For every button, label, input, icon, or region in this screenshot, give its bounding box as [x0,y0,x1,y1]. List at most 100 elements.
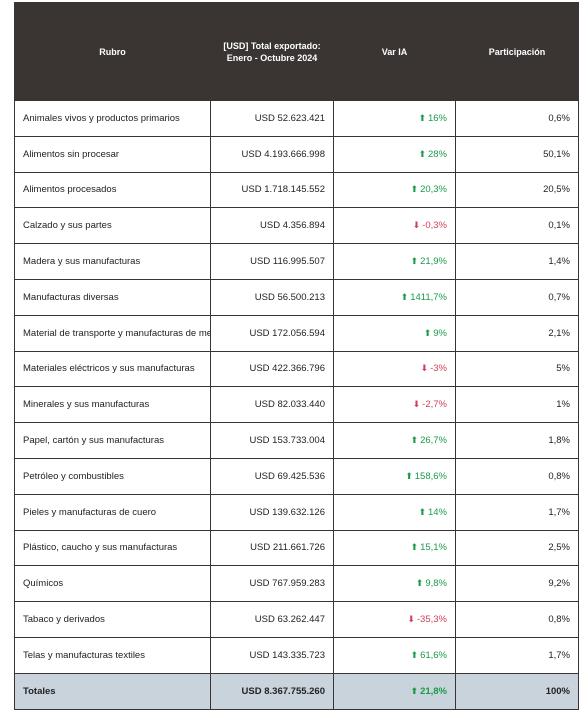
category-cell: Petróleo y combustibles [14,457,211,495]
export-cell: USD 52.623.421 [210,100,334,137]
cell-text: 9,2% [548,578,570,590]
category-cell: Manufacturas diversas [14,278,211,316]
table-row: Plástico, caucho y sus manufacturas USD 2… [14,529,579,567]
cell-text: 16% [427,112,447,124]
cell-text: 1,4% [548,256,570,268]
cell-text: Material de transporte y manufacturas de… [23,327,211,339]
variation-cell: ⬆ 28% [333,135,456,173]
arrow-up-icon: ⬆ [410,435,419,446]
cell-text: 158,6% [414,470,447,482]
cell-text: Químicos [23,578,64,590]
share-cell: 2,1% [455,314,579,352]
cell-text: Petróleo y combustibles [23,470,124,482]
category-cell: Materiales eléctricos y sus manufacturas [14,350,211,388]
export-cell: USD 116.995.507 [210,243,334,280]
export-cell: USD 422.366.796 [210,350,334,388]
cell-text: 61,6% [420,649,447,661]
total-row: Totales USD 8.367.755.260 ⬆ 21,8% 100% [14,672,579,710]
share-cell: 1,7% [455,636,579,674]
header-text: Enero - Octubre 2024 [226,52,318,63]
cell-text: USD 1.718.145.552 [241,184,325,196]
share-cell: 2,5% [455,529,579,567]
share-cell: 1,8% [455,422,579,459]
table-row: Material de transporte y manufacturas de… [14,314,579,352]
share-cell: 0,6% [455,100,579,137]
cell-text: 5% [556,363,570,375]
header-text: [USD] Total exportado: [223,40,321,51]
table-row: Telas y manufacturas textiles USD 143.335… [14,636,579,674]
header-cell: Rubro [14,2,211,101]
cell-text: USD 767.959.283 [249,578,325,590]
cell-text: 0,6% [548,112,570,124]
variation-cell: ⬆ 15,1% [333,529,456,567]
export-cell: USD 8.367.755.260 [210,672,334,710]
cell-text: Animales vivos y productos primarios [23,112,180,124]
cell-text: Pieles y manufacturas de cuero [23,506,157,518]
export-cell: USD 767.959.283 [210,565,334,603]
arrow-up-icon: ⬆ [400,291,409,302]
cell-text: 0,8% [548,470,570,482]
cell-text: USD 153.733.004 [249,435,325,447]
arrow-up-icon: ⬆ [410,184,419,195]
category-cell: Material de transporte y manufacturas de… [14,314,211,352]
cell-text: 1,8% [548,435,570,447]
cell-text: 26,7% [420,435,447,447]
table-row: Químicos USD 767.959.283 ⬆ 9,8% 9,2% [14,565,579,603]
cell-text: USD 4.193.666.998 [241,148,325,160]
cell-text: USD 8.367.755.260 [241,685,325,697]
export-cell: USD 153.733.004 [210,422,334,459]
cell-text: Papel, cartón y sus manufacturas [23,435,164,447]
cell-text: 2,5% [548,542,570,554]
cell-text: 20,3% [420,184,447,196]
share-cell: 1,4% [455,243,579,280]
header-cell: Var IA [333,2,456,101]
table-row: Pieles y manufacturas de cuero USD 139.63… [14,493,579,531]
category-cell: Papel, cartón y sus manufacturas [14,422,211,459]
cell-text: 0,8% [548,614,570,626]
cell-text: 9,8% [425,578,447,590]
variation-cell: ⬆ 1411,7% [333,278,456,316]
category-cell: Minerales y sus manufacturas [14,386,211,424]
export-cell: USD 143.335.723 [210,636,334,674]
cell-text: USD 116.995.507 [250,256,325,268]
cell-text: 15,1% [420,542,447,554]
share-cell: 9,2% [455,565,579,603]
category-cell: Alimentos sin procesar [14,135,211,173]
table-row: Materiales eléctricos y sus manufacturas… [14,350,579,388]
header-cell: Participación [455,2,579,101]
export-cell: USD 172.056.594 [210,314,334,352]
category-cell: Calzado y sus partes [14,207,211,245]
header-cell: [USD] Total exportado: Enero - Octubre 20… [210,2,334,101]
cell-text: USD 172.056.594 [249,327,325,339]
variation-cell: ⬆ 21,8% [333,672,456,710]
export-cell: USD 4.356.894 [210,207,334,245]
arrow-up-icon: ⬆ [418,506,426,517]
cell-text: Alimentos sin procesar [23,148,120,160]
table-row: Madera y sus manufacturas USD 116.995.507… [14,243,579,280]
cell-text: USD 56.500.213 [254,291,325,303]
table-row: Minerales y sus manufacturas USD 82.033.4… [14,386,579,424]
category-cell: Pieles y manufacturas de cuero [14,493,211,531]
cell-text: USD 4.356.894 [260,220,325,232]
header-row: Rubro [USD] Total exportado: Enero - Octub… [14,2,579,101]
category-cell: Plástico, caucho y sus manufacturas [14,529,211,567]
export-cell: USD 63.262.447 [210,601,334,638]
cell-text: Madera y sus manufacturas [23,256,141,268]
cell-text: USD 52.623.421 [254,112,325,124]
share-cell: 0,7% [455,278,579,316]
cell-text: Calzado y sus partes [23,220,112,232]
arrow-up-icon: ⬆ [418,148,426,159]
cell-text: -0,3% [422,220,447,232]
cell-text: USD 143.335.723 [249,649,325,661]
cell-text: Minerales y sus manufacturas [23,399,150,411]
cell-text: Plástico, caucho y sus manufacturas [23,542,178,554]
cell-text: 21,8% [420,685,447,697]
cell-text: 50,1% [543,148,570,160]
export-cell: USD 82.033.440 [210,386,334,424]
cell-text: -3% [430,363,447,375]
table-row: Alimentos sin procesar USD 4.193.666.998 ⬆… [14,135,579,173]
variation-cell: ⬇ -35,3% [333,601,456,638]
header-text: Var IA [381,46,408,57]
cell-text: Manufacturas diversas [23,291,119,303]
